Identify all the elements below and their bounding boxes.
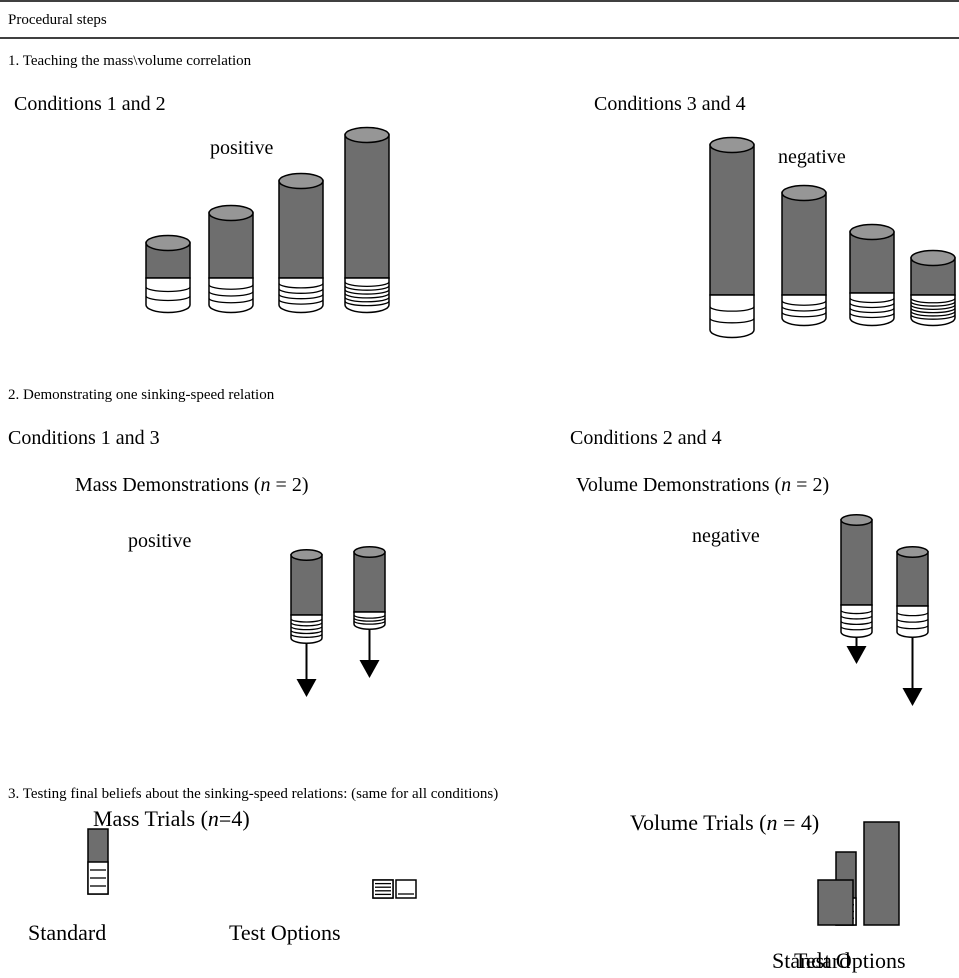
- trials-var: n: [767, 810, 778, 835]
- cylinder-top: [345, 128, 389, 143]
- demo-text: Volume Demonstrations (: [576, 474, 782, 496]
- section-heading: 3. Testing final beliefs about the sinki…: [8, 786, 498, 802]
- arrow-head: [903, 688, 923, 706]
- cylinder-body: [841, 520, 872, 605]
- cylinder-base: [850, 293, 894, 325]
- cylinder-top: [291, 550, 322, 561]
- arrow-head: [360, 660, 380, 678]
- header-title: Procedural steps: [8, 12, 107, 28]
- cylinder-top: [841, 515, 872, 526]
- cylinder-top: [279, 174, 323, 189]
- relation-label: negative: [692, 525, 760, 547]
- demo-text: Mass Demonstrations (: [75, 474, 261, 496]
- demo-label: Volume Demonstrations (n = 2): [576, 474, 829, 496]
- cylinder-body: [345, 135, 389, 278]
- condition-label: Conditions 3 and 4: [594, 93, 746, 115]
- trials-text: = 4): [778, 810, 820, 835]
- relation-label: negative: [778, 146, 846, 168]
- arrow-head: [297, 679, 317, 697]
- options-label: Test Options: [229, 920, 341, 945]
- standard-label: Standard: [28, 920, 106, 945]
- trials-text: =4): [219, 806, 250, 831]
- trials-label: Mass Trials (n=4): [93, 806, 250, 831]
- block-base: [373, 880, 393, 898]
- cylinder-base: [279, 278, 323, 312]
- cylinder-body: [850, 232, 894, 293]
- trials-text: Mass Trials (: [93, 806, 208, 831]
- block-base: [396, 880, 416, 898]
- section-heading: 2. Demonstrating one sinking-speed relat…: [8, 387, 275, 403]
- cylinder-top: [897, 547, 928, 558]
- trials-text: Volume Trials (: [630, 810, 767, 835]
- arrow-head: [847, 646, 867, 664]
- demo-var: n: [261, 474, 271, 496]
- cylinder-base: [345, 278, 389, 312]
- cylinder-top: [354, 547, 385, 558]
- cylinder-top: [850, 225, 894, 240]
- cylinder-top: [911, 251, 955, 266]
- condition-label: Conditions 2 and 4: [570, 427, 722, 449]
- cylinder-body: [354, 552, 385, 612]
- figure: Procedural steps 1. Teaching the mass\vo…: [0, 0, 959, 978]
- cylinder-body: [209, 213, 253, 278]
- demo-label: Mass Demonstrations (n = 2): [75, 474, 309, 496]
- cylinder-body: [710, 145, 754, 295]
- relation-label: positive: [210, 137, 273, 159]
- block-body: [818, 880, 853, 925]
- cylinder-top: [782, 186, 826, 201]
- cylinder-base: [841, 605, 872, 637]
- condition-label: Conditions 1 and 2: [14, 93, 166, 115]
- block-body: [864, 822, 899, 925]
- cylinder-body: [291, 555, 322, 615]
- demo-var: n: [781, 474, 791, 496]
- section-heading: 1. Teaching the mass\volume correlation: [8, 53, 252, 69]
- trials-var: n: [208, 806, 219, 831]
- cylinder-base: [146, 278, 190, 312]
- cylinder-top: [209, 206, 253, 221]
- cylinder-body: [279, 181, 323, 278]
- demo-text: = 2): [271, 474, 309, 496]
- cylinder-base: [710, 295, 754, 337]
- options-label: Test Options: [794, 948, 906, 973]
- demo-text: = 2): [791, 474, 829, 496]
- relation-label: positive: [128, 530, 191, 552]
- cylinder-base: [911, 295, 955, 325]
- cylinder-top: [710, 138, 754, 153]
- condition-label: Conditions 1 and 3: [8, 427, 160, 449]
- trials-label: Volume Trials (n = 4): [630, 810, 819, 835]
- cylinder-body: [897, 552, 928, 606]
- cylinder-body: [782, 193, 826, 295]
- cylinder-top: [146, 236, 190, 251]
